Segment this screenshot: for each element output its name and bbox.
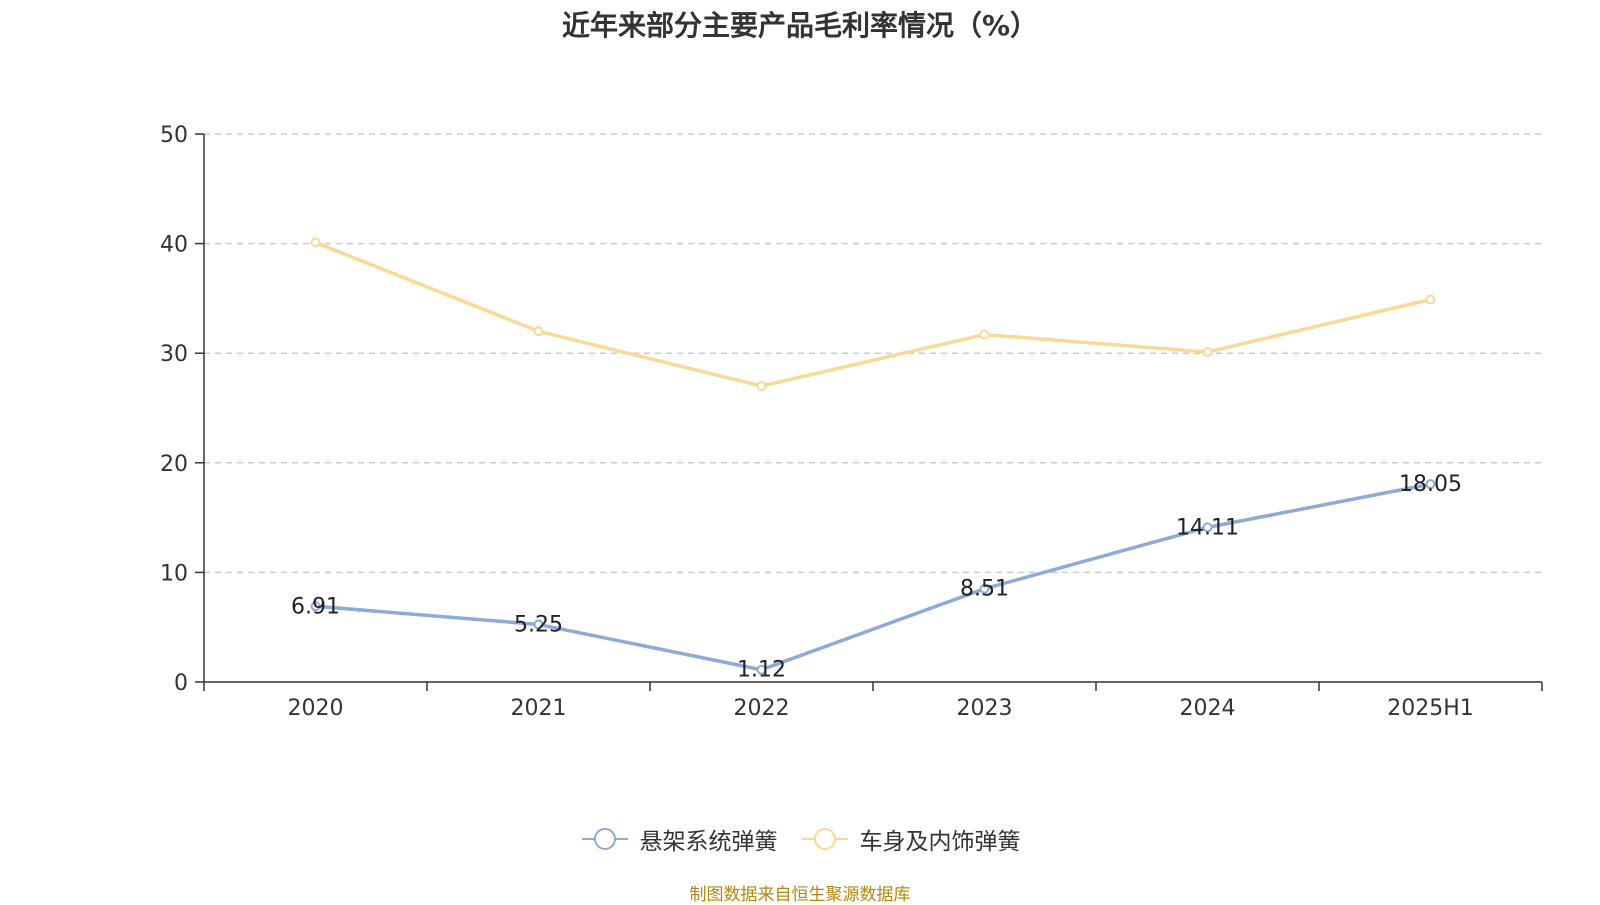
x-tick-label-2021: 2021 — [511, 696, 567, 721]
series-line-1 — [315, 482, 1431, 672]
series-line-2 — [314, 240, 1431, 388]
series-1-point-2025H1 — [1425, 479, 1436, 490]
series-2-point-2025H1 — [1425, 294, 1436, 305]
legend-item-series-1[interactable]: 悬架系统弹簧 — [580, 822, 778, 856]
series-2-point-2023 — [979, 329, 990, 340]
series-2-point-2020 — [310, 237, 321, 248]
series — [310, 237, 1436, 675]
chart-title: 近年来部分主要产品毛利率情况（%） — [561, 9, 1039, 42]
data-labels: 6.91 5.25 1.12 8.51 14.11 18.05 — [291, 472, 1462, 683]
series-1-point-2020 — [310, 601, 321, 612]
series-2-point-2021 — [533, 326, 544, 337]
y-tick-label-40: 40 — [160, 233, 188, 258]
y-tick-label-30: 30 — [160, 342, 188, 367]
x-tick-label-2025H1: 2025H1 — [1387, 696, 1474, 721]
legend-label-series-2: 车身及内饰弹簧 — [859, 829, 1021, 855]
series-2-point-2022 — [756, 381, 767, 392]
legend-item-series-2[interactable]: 车身及内饰弹簧 — [800, 822, 1021, 856]
data-label-2022: 1.12 — [737, 658, 786, 683]
data-label-2024: 14.11 — [1176, 515, 1239, 540]
data-label-2021: 5.25 — [514, 612, 563, 637]
data-label-2020: 6.91 — [291, 594, 340, 619]
source-note: 制图数据来自恒生聚源数据库 — [689, 885, 911, 905]
data-label-2025H1: 18.05 — [1399, 472, 1462, 497]
y-tick-label-50: 50 — [160, 123, 188, 148]
y-tick-label-20: 20 — [160, 452, 188, 477]
legend-symbol-series-2 — [801, 828, 848, 850]
series-1-point-2024 — [1202, 522, 1213, 533]
x-tick-label-2024: 2024 — [1180, 696, 1236, 721]
legend: 悬架系统弹簧 车身及内饰弹簧 — [0, 822, 1600, 856]
x-tick-label-2023: 2023 — [957, 696, 1013, 721]
legend-marker-series-1 — [593, 828, 616, 850]
x-tick-label-2022: 2022 — [734, 696, 790, 721]
series-1-point-2021 — [533, 619, 544, 630]
y-tick-label-0: 0 — [174, 671, 188, 696]
legend-marker-series-2 — [813, 828, 836, 850]
x-tick-label-2020: 2020 — [288, 696, 344, 721]
series-2-point-2024 — [1202, 347, 1213, 358]
y-tick-label-10: 10 — [160, 561, 188, 586]
series-1-point-2022 — [756, 664, 767, 675]
data-label-2023: 8.51 — [960, 577, 1009, 602]
series-1-point-2023 — [979, 583, 990, 594]
legend-label-series-1: 悬架系统弹簧 — [639, 829, 778, 855]
gridlines — [204, 133, 1542, 574]
axes: 0 10 20 30 40 50 2020 2021 2022 2023 2024 2025H1 — [160, 123, 1543, 721]
legend-symbol-series-1 — [581, 828, 628, 850]
